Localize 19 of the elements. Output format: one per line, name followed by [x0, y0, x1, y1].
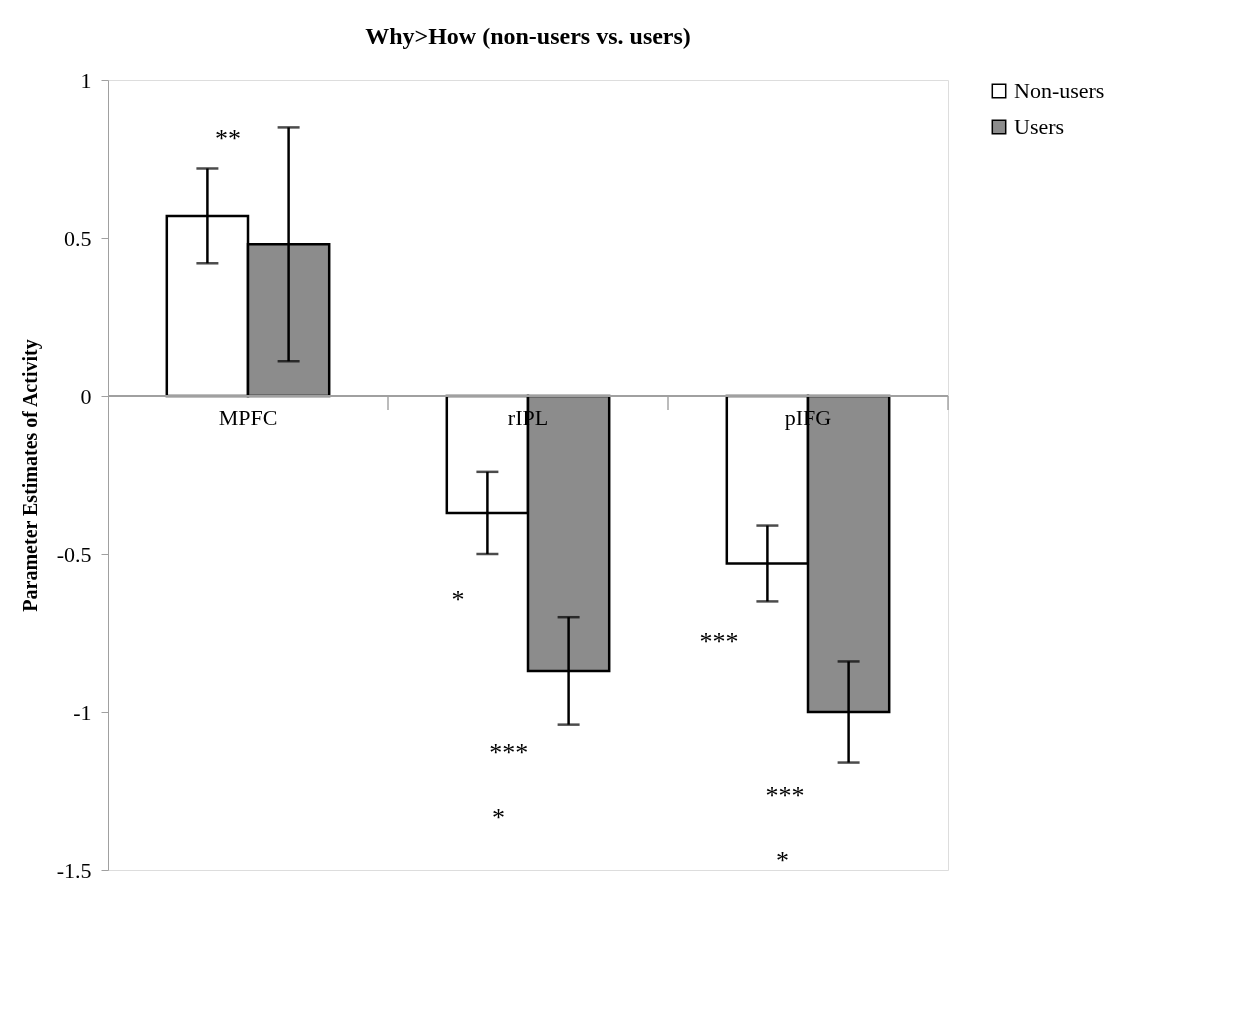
y-tick-label: 0.5 — [64, 225, 92, 251]
y-axis-title: Parameter Estimates of Activity — [18, 339, 42, 612]
legend-label: Users — [1014, 114, 1065, 139]
y-tick-label: -1 — [73, 699, 92, 725]
y-tick-label: 1 — [80, 67, 92, 93]
y-tick-label: 0 — [80, 383, 92, 409]
y-tick-label: -1.5 — [56, 857, 92, 883]
x-tick-label: rIPL — [507, 405, 549, 430]
annotation: * — [776, 845, 790, 875]
annotation: * — [451, 584, 465, 614]
annotation: *** — [489, 738, 529, 768]
annotation: *** — [699, 627, 739, 657]
annotation: *** — [765, 780, 805, 810]
y-tick-label: -0.5 — [56, 541, 92, 567]
chart-title: Why>How (non-users vs. users) — [365, 23, 691, 49]
legend-label: Non-users — [1014, 78, 1105, 103]
annotation: * — [492, 802, 506, 832]
x-tick-label: MPFC — [218, 405, 278, 430]
annotation: ** — [215, 124, 242, 154]
